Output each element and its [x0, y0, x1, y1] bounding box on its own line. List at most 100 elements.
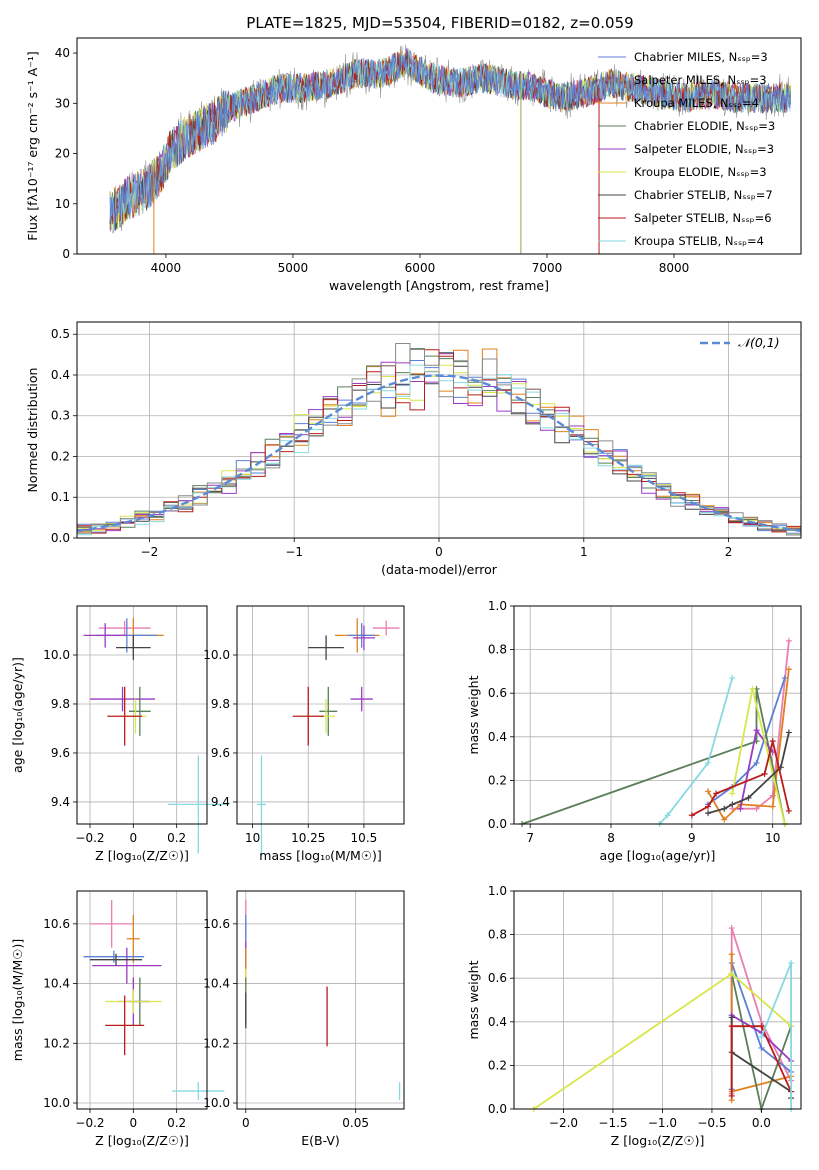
mass-vs-extinction-panel: 0 0.05 10.0 10.2 10.4 10.6 E(B-V): [203, 890, 405, 1148]
legend-label: Chabrier MILES, Nₛₛₚ=3: [634, 50, 768, 64]
figure-title: PLATE=1825, MJD=53504, FIBERID=0182, z=0…: [246, 14, 633, 32]
grid: [77, 606, 207, 824]
y-tick-label: 0.4: [488, 1015, 507, 1029]
x-tick-label: 4000: [151, 261, 182, 275]
axes-frame: [513, 605, 802, 825]
weight-marker: [745, 794, 752, 801]
legend: 𝒩(0,1): [700, 335, 780, 350]
weight-marker: [758, 1044, 765, 1051]
y-axis-label: Normed distribution: [25, 368, 40, 493]
x-axis-label: wavelength [Angstrom, rest frame]: [329, 278, 549, 293]
weight-series-line: [732, 640, 790, 810]
y-tick-label: 0.2: [51, 449, 70, 463]
x-tick-label: −1: [285, 545, 303, 559]
weight-marker: [728, 925, 735, 932]
y-tick-label: 0.6: [488, 686, 507, 700]
x-tick-label: 1: [580, 545, 588, 559]
axes-frame: [236, 890, 405, 1110]
x-tick-label: 0.05: [342, 1116, 369, 1130]
y-tick-label: 0.4: [488, 730, 507, 744]
y-tick-label: 0.2: [488, 773, 507, 787]
weight-marker: [737, 805, 744, 812]
y-tick-label: 10.0: [203, 648, 230, 662]
y-tick-label: 10.6: [203, 917, 230, 931]
plot-area: [83, 899, 225, 1101]
y-tick-label: 10.6: [43, 917, 70, 931]
weight-marker: [728, 1092, 735, 1099]
weight-marker: [785, 666, 792, 673]
weight-marker: [688, 812, 695, 819]
plot-area: [245, 899, 401, 1101]
x-axis-label: mass [log₁₀(M/M☉)]: [259, 848, 381, 863]
x-tick-label: 5000: [278, 261, 309, 275]
weight-marker: [728, 970, 735, 977]
y-tick-label: 30: [55, 96, 70, 110]
legend-label: Kroupa ELODIE, Nₛₛₚ=3: [634, 165, 767, 179]
weight-marker: [729, 801, 736, 808]
weight-marker: [721, 816, 728, 823]
y-tick-label: 0.3: [51, 409, 70, 423]
x-tick-label: −2: [141, 545, 159, 559]
weight-marker: [705, 759, 712, 766]
x-axis-label: Z [log₁₀(Z/Z☉)]: [611, 1133, 705, 1148]
weight-series-line: [730, 1025, 792, 1096]
y-axis-label: mass weight: [466, 960, 481, 1039]
y-axis-label: age [log₁₀(age/yr)]: [10, 657, 25, 773]
x-axis-label: (data-model)/error: [381, 562, 498, 577]
weight-marker: [785, 807, 792, 814]
x-axis-label: Z [log₁₀(Z/Z☉)]: [95, 1133, 189, 1148]
weight-vs-metallicity-panel: −2.0 −1.5 −1.0 −0.5 0.0 0.0 0.2 0.4 0.6 0.8 1.0 Z […: [466, 884, 802, 1148]
plot-area: [76, 343, 802, 538]
y-axis-label: mass [log₁₀(M/M☉)]: [10, 939, 25, 1061]
weight-marker: [721, 805, 728, 812]
y-tick-label: 10.0: [203, 1096, 230, 1110]
legend-label: Salpeter STELIB, Nₛₛₚ=6: [634, 211, 772, 225]
residual-histogram-panel: −2 −1 0 1 2 0.0 0.1 0.2 0.3 0.4 0.5 (data-model)/er…: [25, 321, 802, 577]
spectrum-panel: 4000 5000 6000 7000 8000 0 10 20 30 40 wavelength …: [25, 37, 802, 293]
y-tick-label: 10.0: [43, 1096, 70, 1110]
weight-marker: [728, 1023, 735, 1030]
plot-area: [519, 637, 792, 827]
legend-label: Kroupa MILES, Nₛₛₚ=4: [634, 96, 759, 110]
axes-frame: [236, 605, 405, 825]
y-tick-label: 10.4: [43, 977, 70, 991]
y-tick-label: 0.0: [488, 817, 507, 831]
axes-frame: [76, 890, 208, 1110]
y-tick-label: 10.2: [203, 1036, 230, 1050]
x-tick-label: 7000: [532, 261, 563, 275]
y-tick-label: 9.8: [51, 697, 70, 711]
x-tick-label: 9: [688, 831, 696, 845]
x-tick-label: 0: [130, 831, 138, 845]
grid: [237, 891, 404, 1109]
x-tick-label: 10.5: [351, 831, 378, 845]
weight-marker: [753, 759, 760, 766]
weight-marker: [781, 674, 788, 681]
x-tick-label: 2: [725, 545, 733, 559]
weight-marker: [729, 674, 736, 681]
y-tick-label: 0.5: [51, 327, 70, 341]
x-tick-label: −1.0: [648, 1116, 677, 1130]
weight-marker: [705, 803, 712, 810]
y-tick-label: 9.8: [211, 697, 230, 711]
y-axis-label: Flux [fλ10⁻¹⁷ erg cm⁻² s⁻¹ A⁻¹]: [25, 51, 40, 240]
y-axis-label: mass weight: [466, 675, 481, 754]
x-tick-label: 0: [435, 545, 443, 559]
weight-marker: [664, 812, 671, 819]
mass-vs-metallicity-panel: −0.2 0 0.2 10.0 10.2 10.4 10.6 Z [log₁₀(Z/Z☉)] m…: [10, 890, 225, 1148]
axes-frame: [76, 605, 208, 825]
y-tick-label: 0.0: [488, 1102, 507, 1116]
weight-marker: [713, 790, 720, 797]
y-tick-label: 1.0: [488, 884, 507, 898]
axes-frame: [76, 321, 802, 539]
weight-series-line: [521, 688, 786, 825]
age-vs-metallicity-panel: −0.2 0 0.2 9.4 9.6 9.8 10.0 Z [log₁₀(Z/Z☉)] age …: [10, 605, 229, 863]
y-tick-label: 10.0: [43, 648, 70, 662]
weight-series-line: [691, 740, 790, 817]
y-tick-label: 9.6: [211, 746, 230, 760]
x-tick-label: 10: [245, 831, 260, 845]
x-tick-label: −1.5: [598, 1116, 627, 1130]
x-tick-label: −0.2: [75, 1116, 104, 1130]
normal-curve: [76, 374, 802, 533]
weight-vs-age-panel: 7 8 9 10 0.0 0.2 0.4 0.6 0.8 1.0 age [log₁₀(age/yr…: [466, 599, 802, 863]
